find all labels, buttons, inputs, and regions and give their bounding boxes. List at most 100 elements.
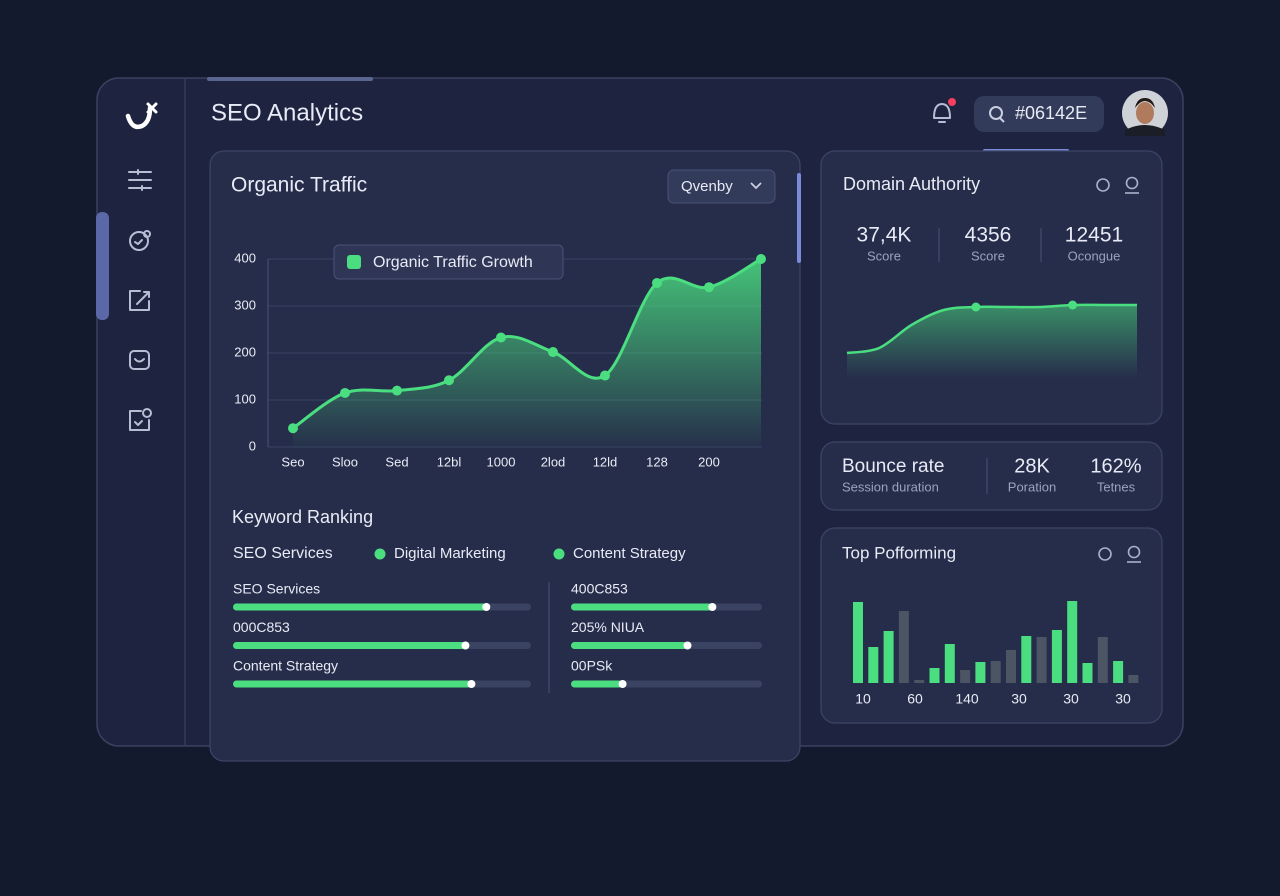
- search-text[interactable]: #06142E: [1015, 103, 1087, 123]
- traffic-chart: 0 100 200 300 400 Seo Sloo Sed 12bl 1000 2lod 12ld 1…: [234, 250, 766, 469]
- y-tick-label: 300: [234, 297, 256, 312]
- legend-swatch: [347, 255, 361, 269]
- point: [444, 375, 454, 386]
- keyword-legend: SEO Services: [233, 545, 333, 562]
- point: [340, 387, 350, 398]
- x-tick-label: Sloo: [332, 454, 358, 469]
- x-tick-label: 140: [955, 691, 979, 707]
- point: [652, 277, 662, 288]
- reports-icon[interactable]: [129, 350, 150, 370]
- dropdown-label[interactable]: Qvenby: [681, 178, 733, 195]
- top-performing-chart: 10 60 140 30 30 30: [853, 601, 1139, 707]
- x-tick-label: 10: [855, 691, 871, 707]
- stat-label: Score: [971, 248, 1005, 263]
- period-dropdown[interactable]: [667, 169, 776, 204]
- bar: [914, 680, 925, 683]
- keyword-bars: SEO Services 000C853 Content Strategy 400C8…: [233, 581, 762, 688]
- x-tick-label: 60: [907, 691, 923, 707]
- y-tick-label: 400: [234, 250, 256, 265]
- card-action[interactable]: [1096, 178, 1110, 192]
- stat-value: 12451: [1065, 224, 1123, 247]
- keyword-label: 205% NIUA: [571, 619, 645, 635]
- search-icon-handle: [999, 117, 1005, 123]
- x-tick-label: 12ld: [593, 454, 618, 469]
- bar: [990, 661, 1001, 683]
- x-tick-label: 128: [646, 454, 668, 469]
- bar: [1128, 675, 1139, 683]
- progress-knob: [467, 680, 476, 688]
- stat-label: Oconguе: [1068, 248, 1121, 263]
- progress-bar: [233, 680, 472, 688]
- progress-knob: [618, 680, 627, 688]
- x-tick-label: 2lod: [541, 454, 566, 469]
- line: [846, 303, 1137, 355]
- legend-box: [333, 244, 564, 280]
- x-tick-label: 200: [698, 454, 720, 469]
- bar: [868, 647, 879, 683]
- logo-mark: [146, 102, 158, 114]
- avatar[interactable]: [1122, 90, 1168, 136]
- card-title: Organic Traffic: [231, 174, 367, 197]
- bar: [898, 611, 909, 683]
- keyword-label: 00PSk: [571, 658, 613, 674]
- point: [496, 332, 506, 343]
- bounce-subtitle: Session duration: [842, 479, 939, 494]
- edit-icon[interactable]: [129, 290, 150, 311]
- progress-knob: [482, 603, 491, 611]
- progress-knob: [683, 641, 692, 650]
- bounce-title: Bounce rate: [842, 456, 944, 477]
- settings-icon[interactable]: [129, 408, 152, 431]
- notifications-icon[interactable]: [933, 103, 951, 123]
- logo: [125, 105, 153, 130]
- dropdown-chevron: [750, 182, 762, 190]
- x-tick-label: 30: [1115, 691, 1131, 707]
- card-action[interactable]: [1127, 545, 1141, 559]
- menu-icon[interactable]: [128, 169, 152, 191]
- point: [548, 347, 558, 358]
- card-title: Domain Authority: [843, 174, 980, 194]
- progress-bar: [233, 642, 466, 649]
- area: [847, 304, 1137, 378]
- bar: [853, 602, 863, 683]
- analytics-icon[interactable]: [129, 230, 151, 251]
- y-tick-label: 0: [249, 438, 256, 453]
- progress-bar: [571, 603, 713, 611]
- sidebar: [96, 102, 158, 431]
- search-icon: [989, 106, 1003, 120]
- bar: [1082, 663, 1093, 683]
- keyword-legend: Digital Marketing: [394, 545, 506, 562]
- search-box[interactable]: [974, 96, 1104, 132]
- card-title: Top Pofforming: [842, 543, 956, 562]
- x-tick-label: 12bl: [437, 454, 462, 469]
- bar: [1067, 601, 1078, 683]
- stat-value: 162%: [1090, 455, 1141, 477]
- x-tick-label: 30: [1011, 691, 1027, 707]
- area: [293, 259, 761, 447]
- progress-bar: [233, 603, 487, 611]
- x-tick-label: Seo: [281, 454, 304, 469]
- bar: [929, 668, 940, 683]
- bar: [975, 662, 986, 683]
- section-title: Keyword Ranking: [232, 507, 373, 527]
- bar: [1097, 637, 1108, 683]
- keyword-label: 000C853: [233, 619, 290, 635]
- point: [704, 282, 714, 293]
- bounce-card: [820, 441, 1163, 511]
- panel-accent: [207, 77, 373, 81]
- stat-label: Poration: [1008, 479, 1056, 494]
- bar: [1113, 661, 1124, 683]
- card-action[interactable]: [1098, 547, 1112, 561]
- progress-bar: [571, 642, 688, 649]
- bar: [1006, 650, 1016, 683]
- point: [600, 370, 610, 381]
- card-action[interactable]: [1125, 176, 1139, 190]
- keyword-legend: Content Strategy: [573, 545, 686, 562]
- progress-knob: [461, 641, 470, 650]
- y-tick-label: 200: [234, 344, 256, 359]
- bar: [883, 631, 894, 683]
- progress-bar: [571, 680, 623, 688]
- notification-badge: [948, 98, 956, 106]
- stat-value: 4356: [965, 224, 1012, 247]
- progress-knob: [708, 603, 717, 611]
